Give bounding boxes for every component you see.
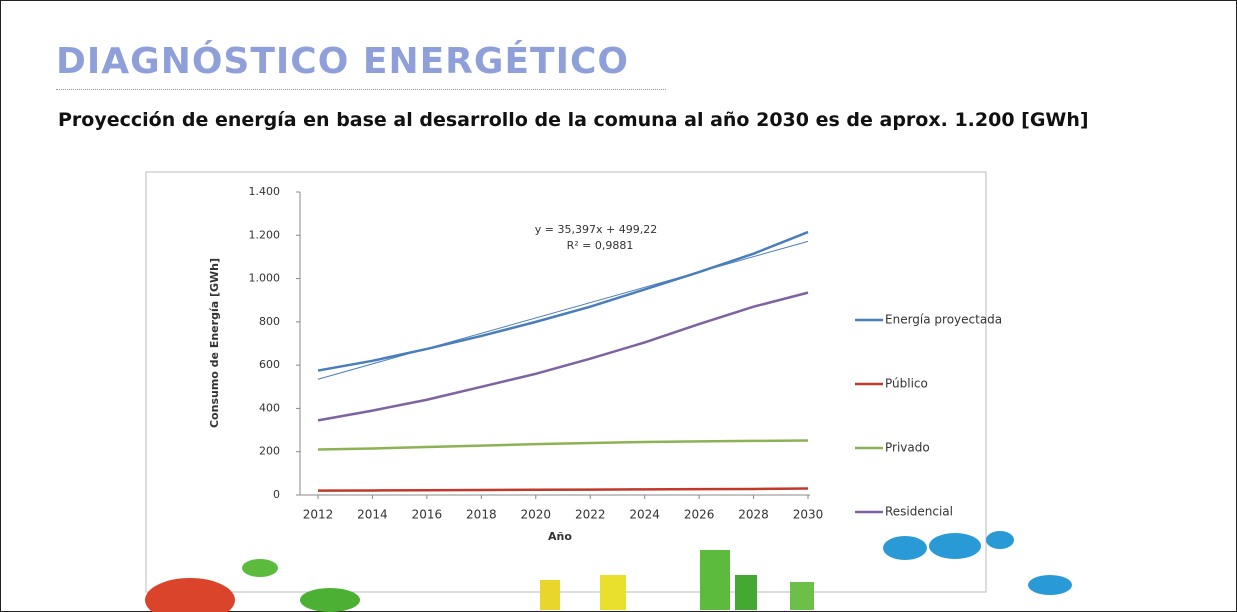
x-axis-label: Año xyxy=(548,530,572,543)
y-tick-label: 200 xyxy=(259,445,280,458)
x-tick-label: 2016 xyxy=(412,508,443,522)
x-tick-label: 2012 xyxy=(303,508,334,522)
y-axis-label: Consumo de Energía [GWh] xyxy=(208,258,221,428)
annotation: R² = 0,9881 xyxy=(567,239,634,252)
y-tick-label: 800 xyxy=(259,315,280,328)
x-tick-label: 2020 xyxy=(521,508,552,522)
y-tick-label: 1.400 xyxy=(249,185,281,198)
y-tick-label: 600 xyxy=(259,358,280,371)
x-tick-label: 2026 xyxy=(684,508,715,522)
y-tick-label: 0 xyxy=(273,488,280,501)
annotation: y = 35,397x + 499,22 xyxy=(535,223,657,236)
legend-label: Público xyxy=(885,377,928,391)
x-tick-label: 2018 xyxy=(466,508,497,522)
y-tick-label: 1.200 xyxy=(249,228,281,241)
legend-label: Residencial xyxy=(885,505,953,519)
legend-label: Privado xyxy=(885,441,930,455)
legend-label: Energía proyectada xyxy=(885,313,1002,327)
x-tick-label: 2022 xyxy=(575,508,606,522)
x-tick-label: 2030 xyxy=(793,508,824,522)
x-tick-label: 2014 xyxy=(357,508,388,522)
x-tick-label: 2024 xyxy=(629,508,660,522)
chart: Año Consumo de Energía [GWh] y = 35,397x… xyxy=(0,0,1237,612)
y-tick-label: 1.000 xyxy=(249,272,281,285)
x-tick-label: 2028 xyxy=(738,508,769,522)
y-tick-label: 400 xyxy=(259,401,280,414)
